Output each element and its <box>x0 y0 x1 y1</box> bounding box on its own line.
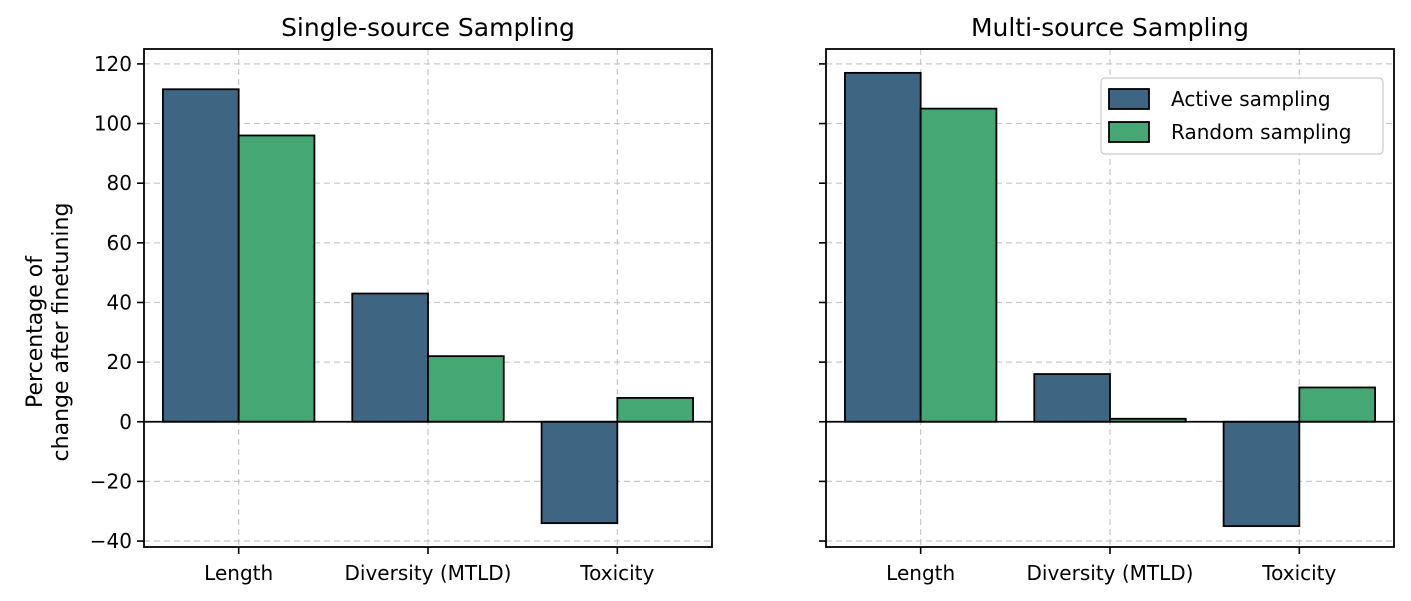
bar-active-sampling-toxicity <box>1222 420 1301 528</box>
x-tick-label: Toxicity <box>1261 561 1336 585</box>
y-axis-label: Percentage ofchange after finetuning <box>23 203 74 462</box>
bar-random-sampling-diversity-mtld <box>427 355 505 423</box>
y-axis-label-line: change after finetuning <box>49 203 74 462</box>
legend-label: Random sampling <box>1171 120 1352 144</box>
bar-random-sampling-length <box>237 134 316 423</box>
bar-active-sampling-diversity-mtld <box>351 292 429 423</box>
y-tick-label: 40 <box>107 290 132 314</box>
bar-active-sampling-length <box>162 88 240 423</box>
bar-random-sampling-toxicity <box>616 396 694 423</box>
bar-active-sampling-diversity-mtld <box>1033 373 1111 423</box>
panel-2: Length Diversity (MTLD) Toxicity Multi-sour… <box>819 13 1395 585</box>
bar-active-sampling-length <box>844 71 922 423</box>
y-tick-label: 100 <box>94 112 132 136</box>
y-tick-label: −20 <box>90 469 132 493</box>
chart-title: Multi-source Sampling <box>971 13 1249 42</box>
y-axis-label-line: Percentage of <box>23 255 48 408</box>
panel-1: −40 −20 0 20 40 60 80 100 120 Length Diversity (MT… <box>23 13 713 585</box>
bar-active-sampling-toxicity <box>540 420 619 525</box>
legend <box>1100 77 1384 155</box>
y-tick-label: 60 <box>107 231 132 255</box>
y-tick-label: 80 <box>107 171 132 195</box>
legend-swatch <box>1108 121 1150 143</box>
y-tick-label: 20 <box>107 350 132 374</box>
legend-label: Active sampling <box>1171 87 1331 111</box>
legend-swatch <box>1108 88 1150 110</box>
bar-random-sampling-length <box>919 107 998 423</box>
bar-random-sampling-toxicity <box>1298 386 1376 423</box>
x-tick-label: Diversity (MTLD) <box>1027 561 1194 585</box>
y-tick-label: 120 <box>94 52 132 76</box>
y-tick-label: −40 <box>90 529 132 553</box>
chart-title: Single-source Sampling <box>281 13 575 42</box>
y-tick-label: 0 <box>119 410 132 434</box>
x-tick-label: Toxicity <box>579 561 654 585</box>
x-tick-label: Length <box>886 561 955 585</box>
x-tick-label: Length <box>204 561 273 585</box>
x-tick-label: Diversity (MTLD) <box>345 561 512 585</box>
